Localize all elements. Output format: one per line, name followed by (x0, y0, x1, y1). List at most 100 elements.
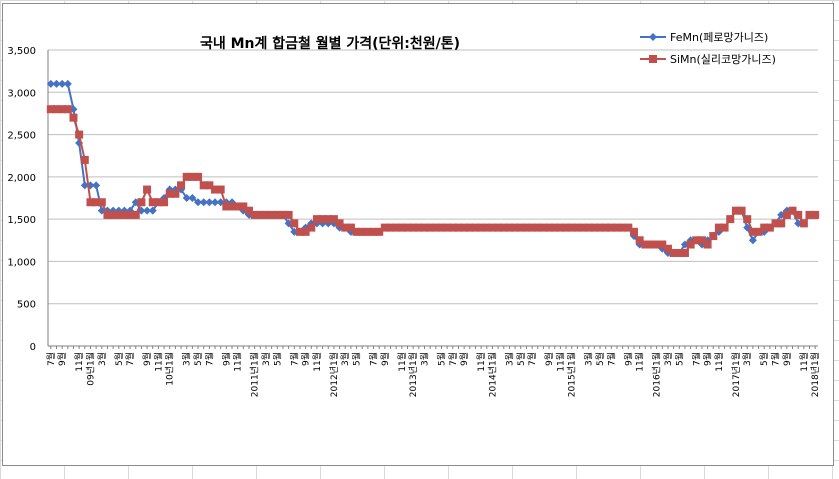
data-point-square (646, 240, 655, 249)
data-point-square (641, 240, 650, 249)
x-tick-label: 2017년1월 (730, 352, 742, 397)
y-tick-label: 2,000 (7, 173, 36, 184)
series-layer (46, 79, 820, 257)
data-point-square (471, 223, 480, 232)
data-point-square (324, 215, 333, 224)
data-point-square (709, 232, 718, 241)
data-point-diamond (205, 198, 214, 207)
data-point-square (165, 189, 174, 198)
x-tick-label: 7월 (368, 352, 380, 366)
x-tick-label: 11월 (634, 352, 646, 372)
x-tick-label: 11월 (311, 352, 323, 372)
data-point-square (131, 210, 140, 219)
data-point-square (794, 210, 803, 219)
data-point-square (97, 198, 106, 207)
data-point-square (539, 223, 548, 232)
x-tick-label: 5월 (673, 352, 685, 366)
data-point-diamond (194, 198, 203, 207)
data-point-square (346, 223, 355, 232)
data-point-square (613, 223, 622, 232)
data-point-square (86, 198, 95, 207)
data-point-square (69, 113, 78, 122)
x-tick-label: 9월 (220, 352, 232, 366)
data-point-square (454, 223, 463, 232)
data-point-square (545, 223, 554, 232)
data-point-square (114, 210, 123, 219)
data-point-square (799, 219, 808, 228)
x-tick-label: 11월 (798, 352, 810, 372)
x-tick-label: 5월 (192, 352, 204, 366)
x-tick-label: 2015년1월 (566, 352, 578, 397)
data-point-square (567, 223, 576, 232)
data-point-square (46, 105, 55, 114)
data-point-square (692, 236, 701, 245)
x-tick-label: 5월 (113, 352, 125, 366)
data-point-square (177, 181, 186, 190)
data-point-square (703, 240, 712, 249)
legend-marker-diamond (649, 33, 657, 41)
data-point-square (188, 172, 197, 181)
data-point-diamond (58, 79, 67, 88)
data-point-square (652, 240, 661, 249)
data-point-square (782, 210, 791, 219)
x-tick-label: 2011년1월 (249, 352, 261, 397)
data-point-square (805, 210, 814, 219)
x-tick-label: 11월 (713, 352, 725, 372)
legend: FeMn(페로망가니즈) SiMn(실리코망가니즈) (640, 31, 776, 66)
data-point-square (748, 227, 757, 236)
data-point-square (414, 223, 423, 232)
data-point-square (516, 223, 525, 232)
data-point-square (499, 223, 508, 232)
data-point-square (358, 227, 367, 236)
data-point-square (216, 185, 225, 194)
x-tick-label: 7월 (605, 352, 617, 366)
data-point-square (482, 223, 491, 232)
data-point-square (278, 210, 287, 219)
x-tick-label: 3월 (96, 352, 108, 366)
data-point-square (312, 215, 321, 224)
chart-area[interactable] (2, 3, 834, 466)
data-point-square (777, 219, 786, 228)
data-point-square (375, 227, 384, 236)
data-point-square (726, 215, 735, 224)
x-tick-label: 9월 (458, 352, 470, 366)
data-point-square (233, 202, 242, 211)
data-point-square (771, 219, 780, 228)
x-tick-label: 3월 (260, 352, 272, 366)
data-point-square (52, 105, 61, 114)
data-point-square (477, 223, 486, 232)
x-tick-label: 9월 (781, 352, 793, 366)
data-point-square (624, 223, 633, 232)
data-point-square (680, 248, 689, 257)
x-tick-label: 3월 (503, 352, 515, 366)
data-point-square (284, 210, 293, 219)
x-tick-label: 2016년1월 (651, 352, 663, 397)
x-tick-label: 9월 (141, 352, 153, 366)
x-axis: 7월 9월 11월 09년1월 3월 5월 7월 9월 11월 10년1월 3월 5월 7월 9월 11월 2… (45, 345, 821, 397)
x-tick-label: 2012년1월 (328, 352, 340, 397)
data-point-diamond (46, 79, 55, 88)
x-tick-label: 11월 (73, 352, 85, 372)
data-point-square (550, 223, 559, 232)
data-point-square (182, 172, 191, 181)
data-point-diamond (182, 194, 191, 202)
data-point-square (194, 172, 203, 181)
data-point-square (92, 198, 101, 207)
data-point-square (58, 105, 67, 114)
data-point-square (171, 189, 180, 198)
data-point-square (658, 240, 667, 249)
data-point-square (669, 248, 678, 257)
data-point-square (675, 248, 684, 257)
data-point-square (437, 223, 446, 232)
x-tick-label: 2014년1월 (486, 352, 498, 397)
data-point-square (205, 181, 214, 190)
data-point-square (686, 240, 695, 249)
x-tick-label: 11월 (475, 352, 487, 372)
data-point-diamond (80, 181, 89, 190)
x-tick-label: 09년1월 (84, 352, 96, 386)
x-tick-label: 3월 (181, 352, 193, 366)
data-point-square (562, 223, 571, 232)
data-point-square (256, 210, 265, 219)
data-point-square (409, 223, 418, 232)
data-point-square (737, 206, 746, 215)
